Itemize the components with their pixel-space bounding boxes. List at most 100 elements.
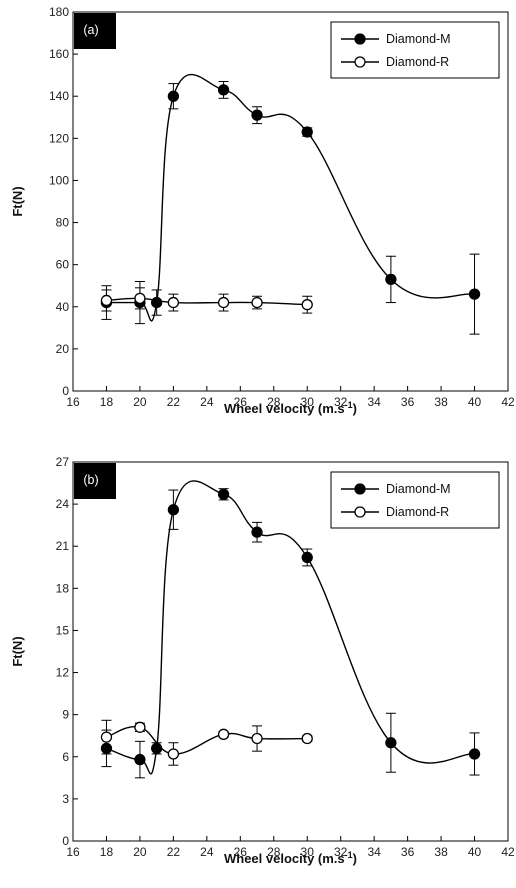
x-tick-label: 42 bbox=[501, 845, 515, 859]
x-tick-label: 26 bbox=[234, 845, 248, 859]
y-tick-label: 100 bbox=[49, 173, 69, 187]
plot-frame bbox=[72, 461, 509, 842]
data-point bbox=[167, 504, 180, 516]
legend-box bbox=[330, 471, 500, 529]
data-point bbox=[134, 721, 146, 733]
data-point bbox=[151, 296, 163, 309]
y-tick-label: 24 bbox=[56, 497, 70, 511]
legend-label: Diamond-M bbox=[386, 32, 451, 46]
y-axis-label: Ft(N) bbox=[10, 636, 25, 666]
x-tick-label: 38 bbox=[434, 845, 448, 859]
data-point bbox=[100, 731, 113, 743]
y-axis-label: Ft(N) bbox=[10, 186, 25, 216]
x-axis-label: Wheel velocity (m.s-1) bbox=[224, 850, 357, 866]
data-point bbox=[301, 299, 313, 311]
x-tick-label: 34 bbox=[367, 395, 381, 409]
y-tick-label: 40 bbox=[56, 300, 70, 314]
data-point bbox=[468, 748, 481, 760]
plot-frame bbox=[72, 11, 509, 392]
y-tick-label: 0 bbox=[62, 834, 69, 848]
data-point bbox=[217, 728, 230, 740]
x-tick-label: 16 bbox=[66, 845, 80, 859]
x-tick-label: 38 bbox=[434, 395, 448, 409]
x-tick-label: 34 bbox=[367, 845, 381, 859]
x-tick-label: 40 bbox=[468, 395, 482, 409]
x-tick-label: 40 bbox=[468, 845, 482, 859]
data-point bbox=[301, 732, 313, 745]
series-diamond-m bbox=[100, 480, 481, 779]
x-tick-label: 20 bbox=[133, 845, 147, 859]
legend: Diamond-M Diamond-R bbox=[330, 21, 500, 79]
x-tick-label: 30 bbox=[301, 395, 315, 409]
panel-label: (b) bbox=[83, 473, 98, 487]
legend-label: Diamond-R bbox=[386, 505, 449, 519]
x-tick-label: 22 bbox=[167, 395, 181, 409]
y-tick-label: 9 bbox=[62, 708, 69, 722]
y-tick-label: 21 bbox=[56, 539, 70, 553]
legend-marker bbox=[354, 483, 366, 495]
data-point bbox=[468, 288, 481, 300]
y-tick-label: 15 bbox=[56, 623, 70, 637]
x-tick-label: 16 bbox=[66, 395, 80, 409]
y-tick-label: 0 bbox=[62, 384, 69, 398]
legend-box bbox=[330, 21, 500, 79]
y-tick-label: 18 bbox=[56, 581, 70, 595]
legend-label: Diamond-R bbox=[386, 55, 449, 69]
data-point bbox=[167, 296, 180, 309]
panel-label-badge bbox=[74, 463, 116, 499]
data-point bbox=[251, 109, 263, 121]
x-tick-label: 30 bbox=[301, 845, 315, 859]
x-tick-label: 18 bbox=[100, 395, 114, 409]
chart-panel-b: 16 18 20 22 24 26 28 30 32 34 36 38 40 42036912151821… bbox=[10, 455, 515, 866]
y-tick-label: 140 bbox=[49, 89, 69, 103]
x-tick-label: 28 bbox=[267, 845, 281, 859]
y-tick-label: 60 bbox=[56, 258, 70, 272]
x-tick-label: 18 bbox=[100, 845, 114, 859]
y-tick-label: 6 bbox=[62, 750, 69, 764]
y-tick-label: 80 bbox=[56, 216, 70, 230]
data-point bbox=[251, 732, 263, 745]
data-point bbox=[385, 273, 397, 286]
data-point bbox=[385, 737, 397, 749]
x-tick-label: 36 bbox=[401, 395, 415, 409]
data-point bbox=[251, 296, 263, 309]
data-point bbox=[167, 90, 180, 102]
x-axis-label: Wheel velocity (m.s-1) bbox=[224, 400, 357, 416]
data-point bbox=[251, 526, 263, 538]
y-tick-label: 3 bbox=[62, 792, 69, 806]
x-tick-label: 24 bbox=[200, 395, 214, 409]
y-tick-label: 20 bbox=[56, 342, 70, 356]
data-point bbox=[151, 742, 163, 755]
legend-marker bbox=[354, 56, 366, 68]
data-point bbox=[134, 753, 146, 766]
data-point bbox=[217, 296, 230, 309]
data-point bbox=[217, 84, 230, 96]
y-tick-label: 160 bbox=[49, 47, 69, 61]
x-tick-label: 20 bbox=[133, 395, 147, 409]
x-tick-label: 22 bbox=[167, 845, 181, 859]
series-diamond-r bbox=[100, 287, 313, 314]
data-point bbox=[134, 292, 146, 305]
x-tick-label: 26 bbox=[234, 395, 248, 409]
legend-marker bbox=[354, 33, 366, 45]
legend: Diamond-M Diamond-R bbox=[330, 471, 500, 529]
x-tick-label: 36 bbox=[401, 845, 415, 859]
series-diamond-m bbox=[100, 73, 481, 335]
data-point bbox=[167, 748, 180, 760]
x-tick-label: 32 bbox=[334, 395, 348, 409]
x-tick-label: 24 bbox=[200, 845, 214, 859]
x-tick-label: 32 bbox=[334, 845, 348, 859]
panel-label: (a) bbox=[83, 23, 98, 37]
data-point bbox=[217, 488, 230, 500]
data-point bbox=[301, 551, 313, 564]
y-tick-label: 180 bbox=[49, 5, 69, 19]
series-diamond-r bbox=[100, 719, 313, 766]
legend-marker bbox=[354, 506, 366, 518]
data-point bbox=[100, 294, 113, 307]
x-tick-label: 28 bbox=[267, 395, 281, 409]
y-tick-label: 27 bbox=[56, 455, 70, 469]
x-tick-label: 42 bbox=[501, 395, 515, 409]
y-tick-label: 120 bbox=[49, 131, 69, 145]
series-line bbox=[106, 73, 475, 322]
